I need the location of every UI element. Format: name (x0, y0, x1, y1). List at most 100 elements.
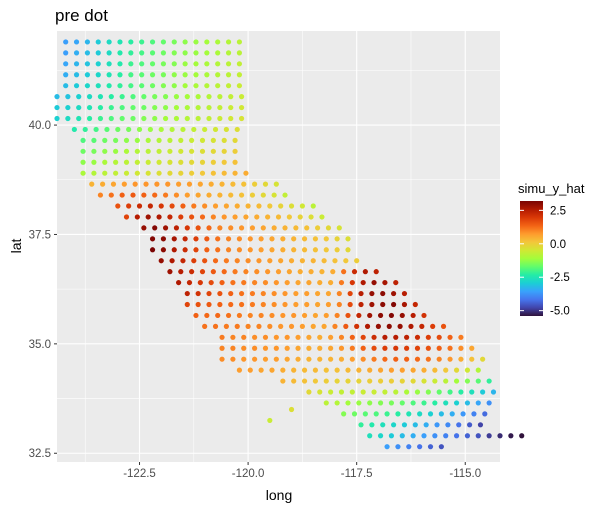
data-point (432, 433, 438, 439)
data-point (466, 422, 473, 428)
data-point (145, 170, 151, 176)
data-point (417, 411, 423, 417)
data-point (260, 192, 266, 198)
data-point (158, 258, 164, 264)
data-point (301, 378, 308, 384)
data-point (349, 279, 355, 286)
data-point (334, 400, 340, 406)
data-point (469, 356, 475, 362)
data-point (171, 236, 177, 242)
data-point (221, 159, 227, 165)
data-point (130, 115, 136, 122)
data-point (260, 290, 266, 297)
data-point (349, 356, 355, 362)
data-point (95, 50, 101, 56)
data-point (371, 345, 377, 351)
data-point (54, 115, 60, 122)
data-point (371, 279, 377, 286)
data-point (141, 94, 147, 100)
data-point (65, 104, 71, 111)
data-point (65, 94, 71, 100)
data-point (295, 345, 301, 351)
data-point (238, 290, 245, 297)
data-point (225, 39, 232, 45)
data-point (126, 126, 132, 133)
data-point (377, 367, 384, 373)
data-point (317, 389, 323, 395)
data-point (301, 236, 308, 242)
x-axis: -122.5 -120.0 -117.5 -115.0 (123, 462, 481, 480)
data-point (241, 279, 247, 286)
data-point (393, 356, 399, 362)
data-point (121, 181, 127, 187)
data-point (102, 170, 108, 176)
data-point (319, 214, 325, 220)
data-point (236, 367, 243, 373)
data-point (54, 104, 60, 111)
data-point (241, 334, 247, 340)
data-point (117, 61, 123, 67)
data-point (299, 258, 305, 264)
data-point (291, 236, 297, 242)
data-point (317, 279, 323, 286)
data-point (325, 225, 332, 231)
data-point (73, 61, 80, 67)
data-point (215, 247, 221, 253)
data-point (256, 323, 262, 329)
data-point (171, 83, 177, 89)
data-point (317, 356, 323, 362)
data-point (245, 258, 251, 264)
data-point (228, 115, 234, 122)
data-point (158, 126, 164, 133)
data-point (71, 126, 77, 133)
data-point (193, 61, 199, 67)
data-point (308, 214, 314, 220)
data-point (293, 301, 299, 308)
data-point (284, 345, 290, 351)
data-point (173, 225, 180, 231)
data-point (130, 104, 136, 111)
data-point (171, 39, 177, 45)
data-point (243, 214, 249, 220)
data-point (162, 192, 169, 198)
data-point (126, 203, 132, 209)
data-point (191, 203, 197, 209)
data-point (139, 50, 145, 56)
data-point (304, 225, 310, 231)
data-point (410, 378, 416, 384)
data-point (354, 258, 360, 264)
data-point (312, 247, 319, 253)
data-point (152, 225, 158, 231)
data-point (171, 247, 177, 253)
data-point (221, 214, 227, 220)
data-point (184, 94, 190, 100)
data-point (258, 312, 264, 319)
data-point (382, 345, 388, 351)
data-point (343, 323, 349, 329)
data-point (323, 378, 329, 384)
data-point (108, 192, 114, 198)
data-point (106, 72, 112, 78)
data-point (377, 378, 384, 384)
data-point (206, 225, 212, 231)
data-point (97, 192, 104, 198)
data-point (154, 181, 160, 187)
data-point (204, 236, 210, 242)
data-point (436, 345, 442, 351)
data-point (369, 301, 375, 308)
data-point (414, 345, 421, 351)
data-point (176, 279, 182, 286)
data-point (145, 214, 151, 220)
data-point (228, 225, 234, 231)
data-point (202, 203, 208, 209)
legend-tick-label: 2.5 (550, 205, 566, 217)
data-point (230, 279, 236, 286)
data-point (371, 389, 377, 395)
data-point (347, 290, 353, 297)
data-point (351, 411, 358, 417)
data-point (371, 334, 377, 340)
data-point (169, 126, 175, 133)
data-point (160, 83, 167, 89)
data-point (314, 225, 321, 231)
data-point (195, 290, 201, 297)
